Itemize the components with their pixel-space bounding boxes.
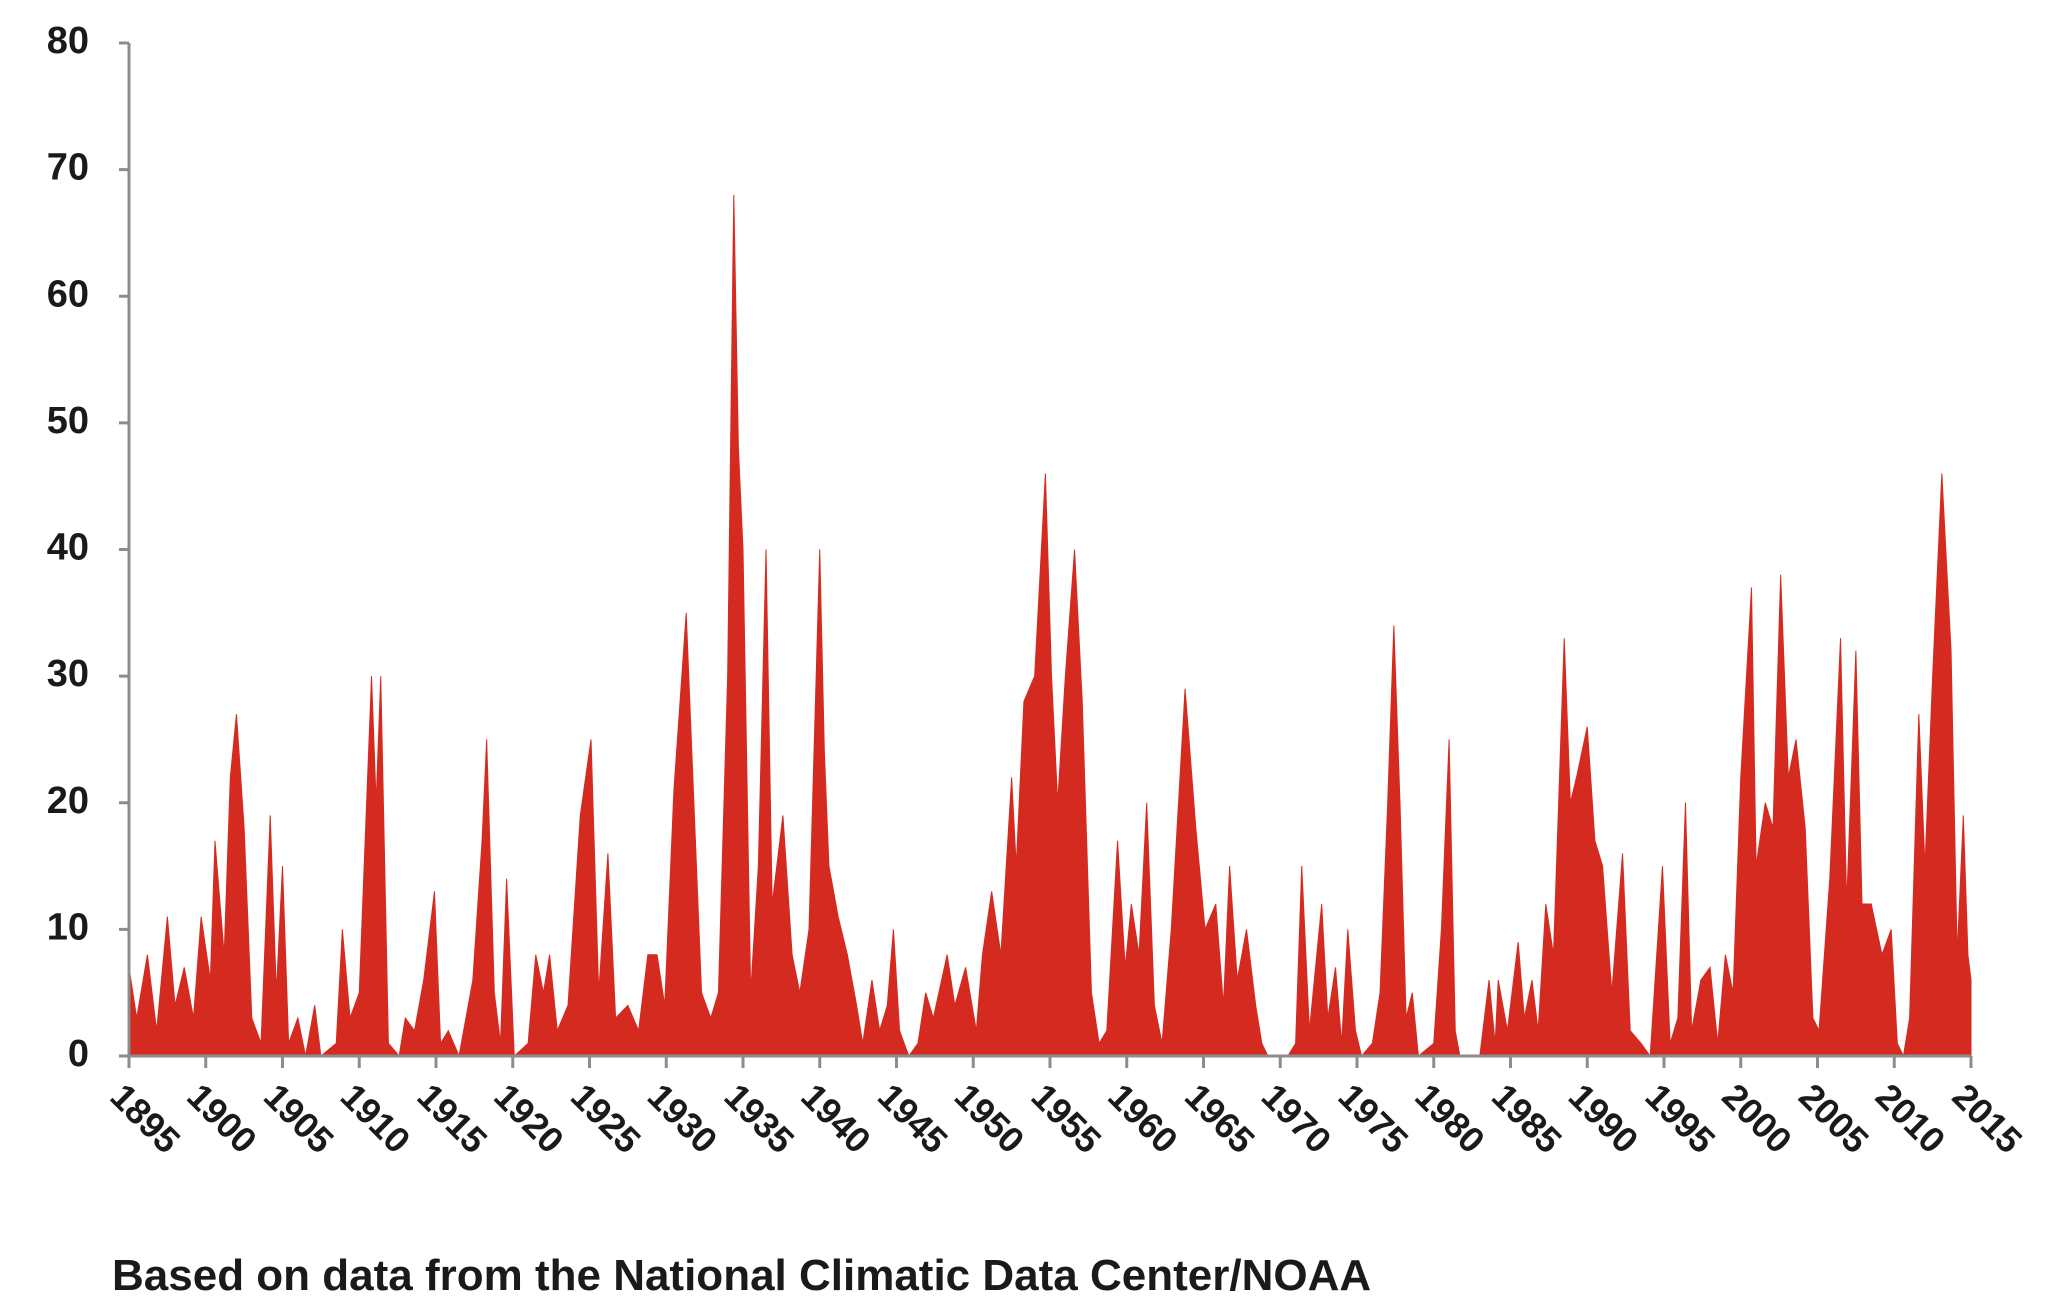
- x-tick-label: 1985: [1484, 1075, 1570, 1161]
- x-tick-label: 2015: [1945, 1075, 2031, 1161]
- x-tick-label: 1950: [947, 1075, 1033, 1161]
- x-tick-label: 1940: [793, 1075, 879, 1161]
- y-tick-label: 40: [47, 527, 89, 569]
- x-tick-label: 1995: [1638, 1075, 1724, 1161]
- x-tick-label: 1945: [870, 1075, 956, 1161]
- x-tick-label: 1925: [563, 1075, 649, 1161]
- x-tick-label: 2005: [1791, 1075, 1877, 1161]
- y-tick-label: 10: [47, 906, 89, 948]
- x-tick-label: 1910: [333, 1075, 419, 1161]
- x-tick-label: 1895: [103, 1075, 189, 1161]
- x-tick-label: 1955: [1024, 1075, 1110, 1161]
- y-tick-label: 50: [47, 400, 89, 442]
- x-tick-label: 1900: [179, 1075, 265, 1161]
- y-tick-label: 70: [47, 147, 89, 189]
- x-tick-label: 1930: [640, 1075, 726, 1161]
- x-tick-label: 1990: [1561, 1075, 1647, 1161]
- x-tick-label: 1960: [1100, 1075, 1186, 1161]
- area: [128, 194, 1972, 1058]
- y-tick-label: 60: [47, 273, 89, 315]
- x-tick-label: 1965: [1177, 1075, 1263, 1161]
- x-tick-label: 2000: [1714, 1075, 1800, 1161]
- x-tick-label: 1975: [1331, 1075, 1417, 1161]
- y-tick-label: 80: [47, 20, 89, 62]
- x-tick-label: 1920: [486, 1075, 572, 1161]
- x-tick-label: 2010: [1868, 1075, 1954, 1161]
- x-tick-label: 1970: [1254, 1075, 1340, 1161]
- y-tick-label: 30: [47, 653, 89, 695]
- x-tick-label: 1935: [717, 1075, 803, 1161]
- x-tick-label: 1915: [410, 1075, 496, 1161]
- x-tick-label: 1905: [256, 1075, 342, 1161]
- caption: Based on data from the National Climatic…: [112, 1251, 1371, 1300]
- x-tick-label: 1980: [1407, 1075, 1493, 1161]
- y-tick-label: 0: [68, 1033, 89, 1075]
- y-tick-label: 20: [47, 780, 89, 822]
